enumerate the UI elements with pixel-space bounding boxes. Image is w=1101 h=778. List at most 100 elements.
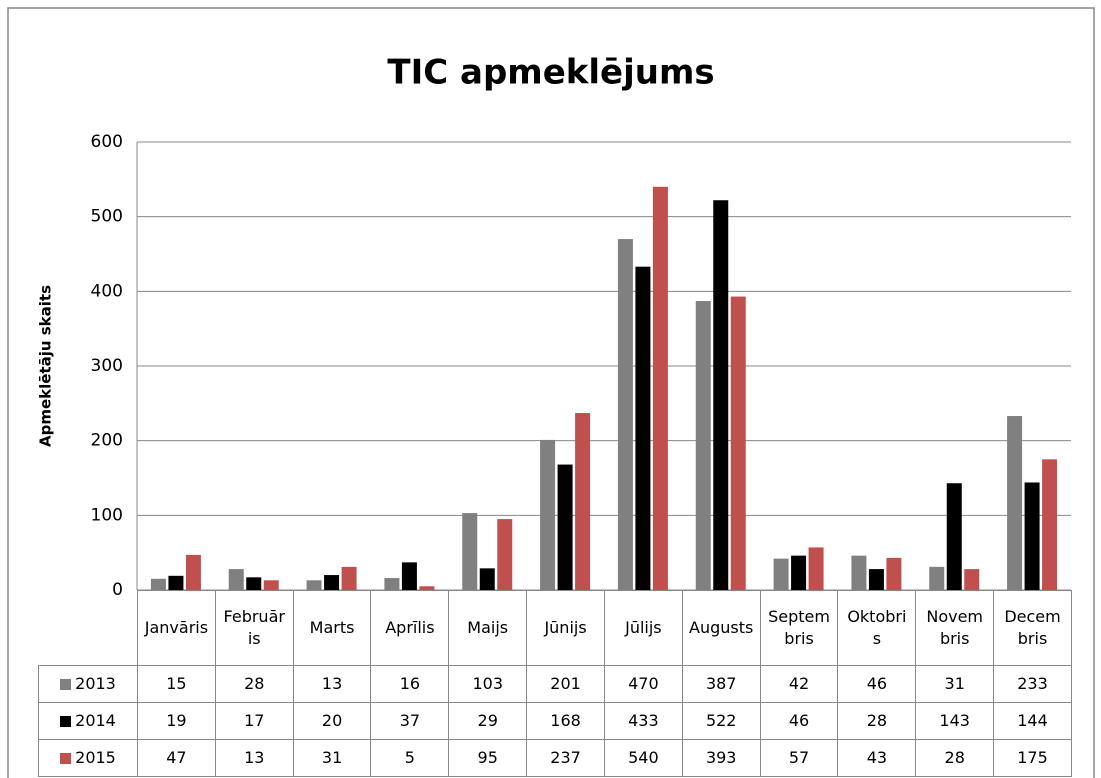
y-tick-label: 600 (91, 132, 123, 152)
table-value: 175 (993, 739, 1072, 777)
bar (557, 464, 573, 590)
y-tick-label: 100 (91, 505, 123, 525)
table-value: 522 (681, 702, 761, 740)
table-value: 168 (526, 702, 605, 740)
x-tick-label: Novembris (915, 590, 995, 666)
table-header-row: Janvāris Februāris Marts Aprīlis Maijs Jūnijs… (38, 590, 1072, 666)
bar (263, 580, 279, 590)
y-tick-label: 500 (91, 207, 123, 227)
table-value: 5 (370, 739, 450, 777)
legend-key (60, 716, 72, 727)
table-value: 37 (370, 702, 450, 740)
y-tick-label: 0 (112, 580, 123, 600)
table-value: 31 (292, 739, 372, 777)
x-tick-label: Maijs (448, 590, 528, 666)
legend-label: 2015 (75, 748, 116, 767)
table-value: 43 (837, 739, 917, 777)
bar (868, 569, 884, 590)
bar (306, 580, 322, 590)
legend-label: 2013 (75, 674, 116, 693)
bar (1007, 416, 1023, 590)
x-tick-label: Februāris (214, 590, 294, 666)
bar (401, 562, 417, 590)
table-value: 19 (137, 702, 216, 740)
bar (617, 239, 633, 591)
table-value: 237 (526, 739, 605, 777)
bar (695, 301, 711, 590)
table-value: 28 (837, 702, 917, 740)
bar (150, 578, 166, 590)
table-row: 2013 15 28 13 16 103 201 470 387 42 46 31 233 (38, 665, 1072, 703)
x-tick-label: Janvāris (137, 590, 216, 666)
table-row: 2015 47 13 31 5 95 237 540 393 57 43 28 175 (38, 739, 1072, 777)
table-value: 13 (214, 739, 294, 777)
table-value: 46 (837, 665, 917, 703)
x-tick-label: Decembris (993, 590, 1072, 666)
legend-key (60, 679, 72, 690)
table-value: 29 (448, 702, 528, 740)
bar (168, 575, 184, 590)
bar (886, 557, 902, 590)
bar (479, 568, 495, 590)
table-value: 143 (915, 702, 995, 740)
bar (635, 266, 651, 590)
bar (575, 413, 591, 590)
y-tick-label: 200 (91, 431, 123, 451)
table-value: 15 (137, 665, 216, 703)
table-value: 387 (681, 665, 761, 703)
bar (341, 566, 357, 590)
bar (384, 578, 400, 590)
bar (791, 555, 807, 590)
bar (419, 586, 435, 590)
table-value: 42 (759, 665, 839, 703)
bar (929, 566, 945, 590)
legend-entry: 2014 (38, 702, 138, 740)
table-value: 28 (915, 739, 995, 777)
table-value: 46 (759, 702, 839, 740)
table-value: 103 (448, 665, 528, 703)
x-tick-label: Marts (292, 590, 372, 666)
table-corner (38, 590, 138, 666)
x-tick-label: Oktobris (837, 590, 917, 666)
legend-label: 2014 (75, 711, 116, 730)
table-value: 393 (681, 739, 761, 777)
bar (324, 575, 340, 590)
legend-key (60, 753, 72, 764)
chart-title: TIC apmeklējums (387, 53, 714, 93)
bar (808, 547, 824, 590)
bar (246, 577, 262, 590)
x-tick-label: Jūlijs (603, 590, 683, 666)
legend-entry: 2015 (38, 739, 138, 777)
x-tick-label: Jūnijs (526, 590, 605, 666)
table-row: 2014 19 17 20 37 29 168 433 522 46 28 143 144 (38, 702, 1072, 740)
y-tick-label: 300 (91, 356, 123, 376)
table-value: 144 (993, 702, 1072, 740)
bar (185, 554, 201, 590)
legend-entry: 2013 (38, 665, 138, 703)
table-value: 28 (214, 665, 294, 703)
table-value: 13 (292, 665, 372, 703)
x-tick-label: Augusts (681, 590, 761, 666)
table-value: 20 (292, 702, 372, 740)
bar (540, 439, 556, 590)
bar (946, 483, 962, 590)
bar (964, 569, 980, 590)
table-value: 233 (993, 665, 1072, 703)
bar (851, 555, 867, 590)
table-value: 31 (915, 665, 995, 703)
table-value: 17 (214, 702, 294, 740)
chart-border (7, 7, 1095, 778)
bar (462, 513, 478, 590)
table-value: 470 (603, 665, 683, 703)
y-axis-label: Apmeklētāju skaits (37, 285, 55, 447)
data-table: Janvāris Februāris Marts Aprīlis Maijs Jūnijs… (38, 590, 1072, 777)
table-value: 16 (370, 665, 450, 703)
bar (228, 569, 244, 590)
bar (1042, 459, 1058, 590)
x-tick-label: Aprīlis (370, 590, 450, 666)
x-tick-label: Septembris (759, 590, 839, 666)
table-value: 47 (137, 739, 216, 777)
bar (497, 519, 513, 590)
bar (730, 296, 746, 590)
